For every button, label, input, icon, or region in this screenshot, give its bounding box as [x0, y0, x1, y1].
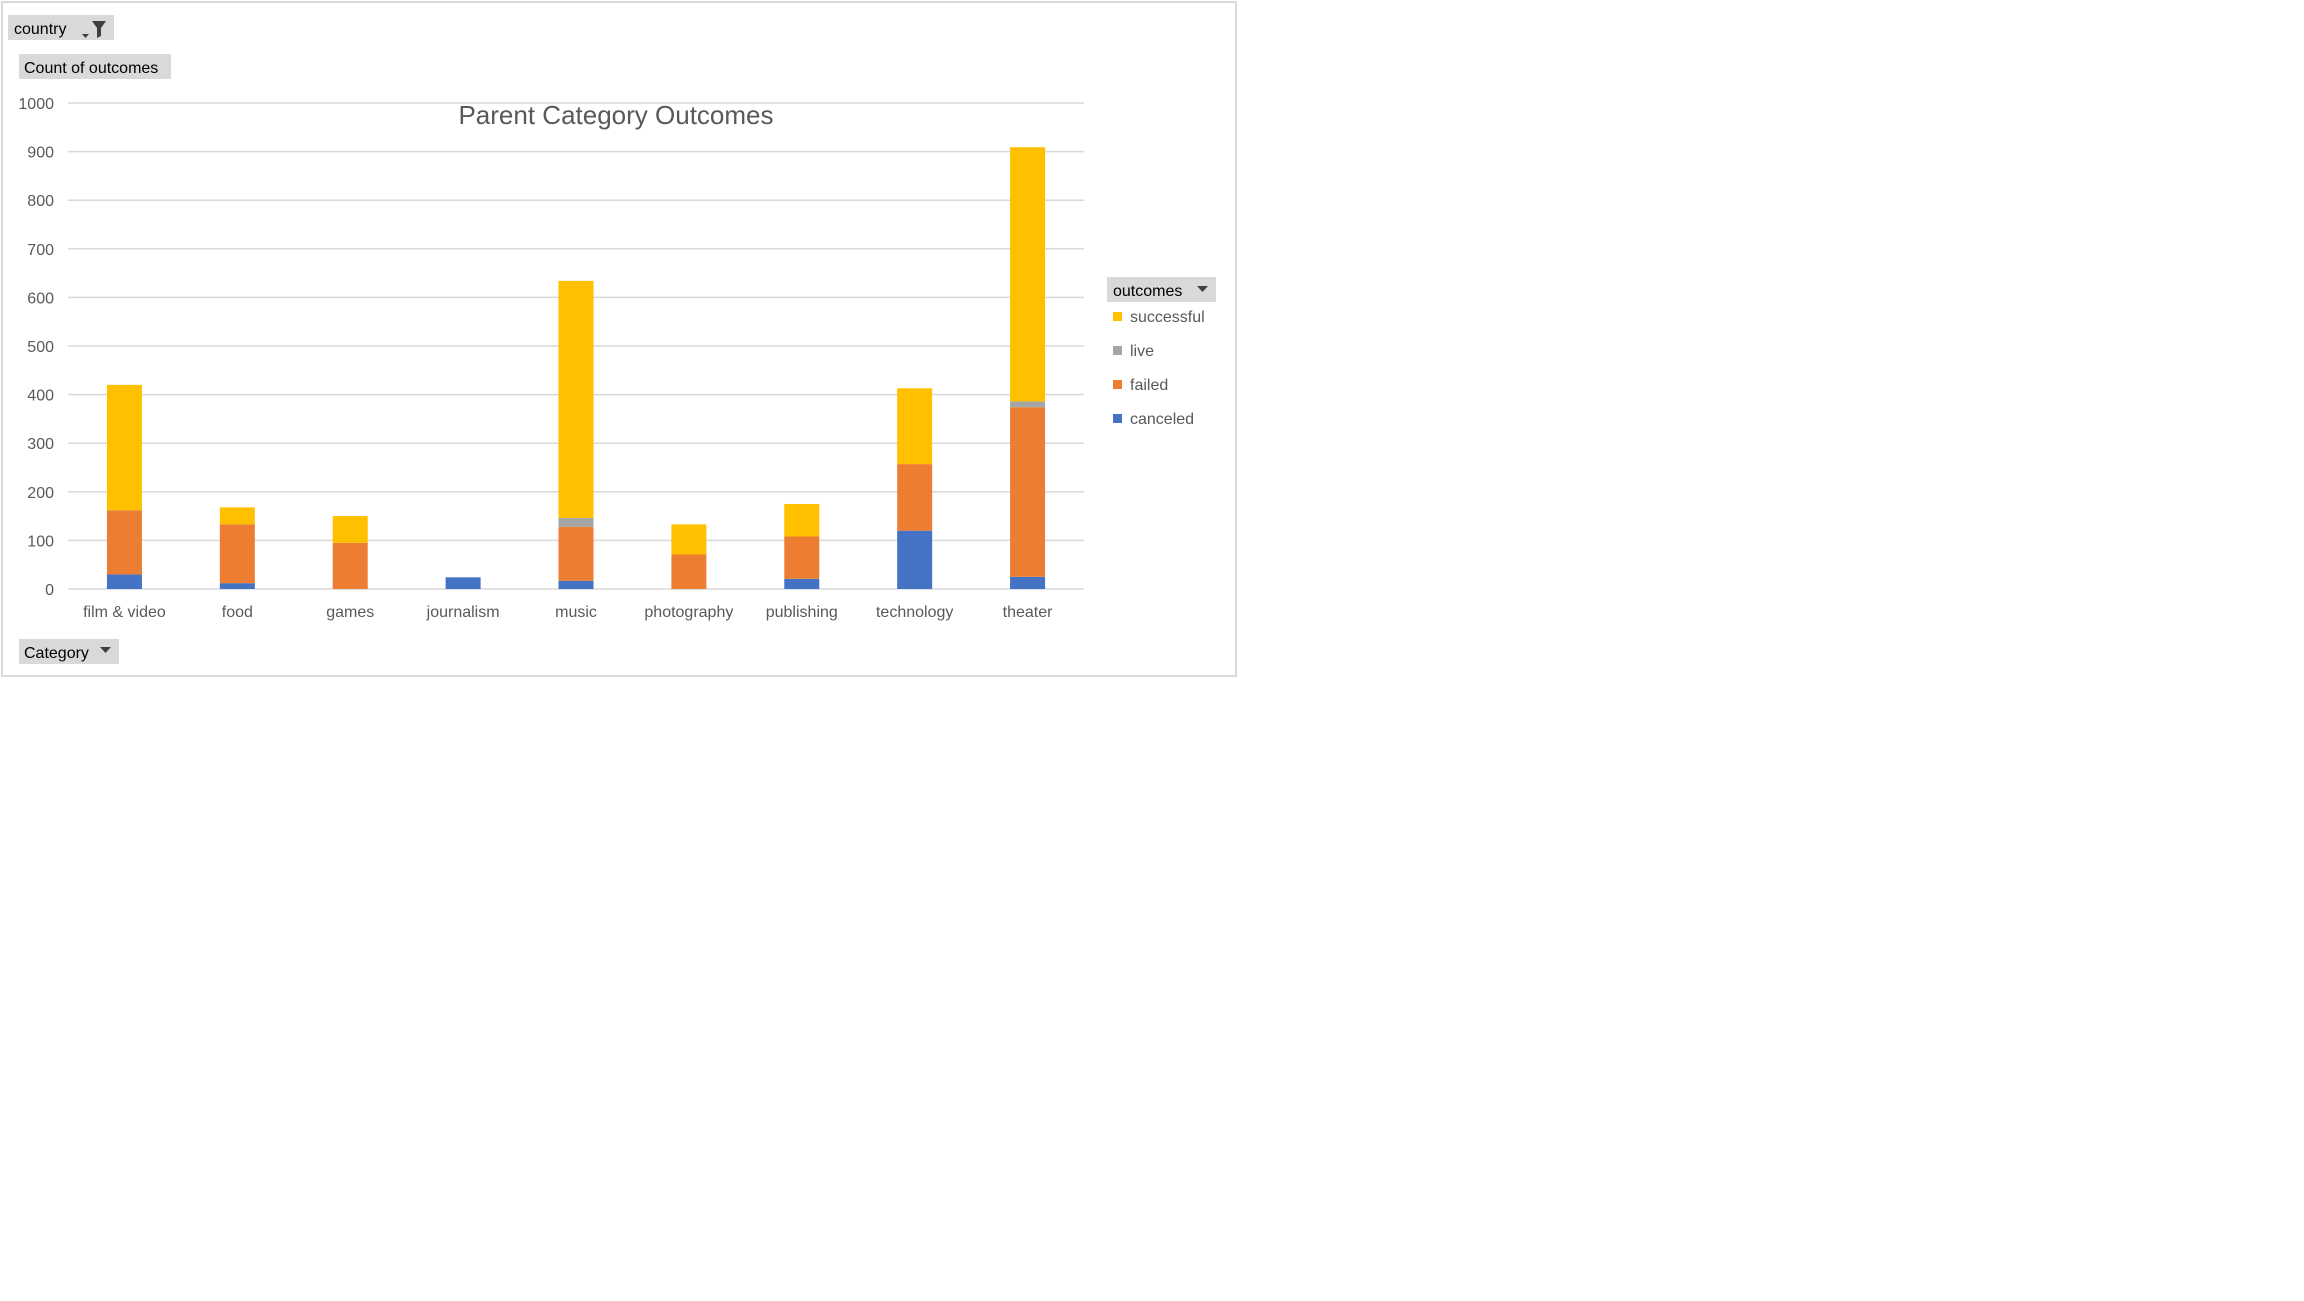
legend-label: successful	[1130, 309, 1205, 326]
country-filter-button[interactable]: country	[8, 15, 114, 40]
outcomes-field-label: outcomes	[1113, 283, 1182, 300]
legend: successful live failed canceled	[1113, 309, 1205, 428]
legend-item-live: live	[1113, 343, 1154, 360]
x-axis-ticks: film & video food games journalism music phot…	[83, 604, 1053, 621]
legend-item-successful: successful	[1113, 309, 1205, 326]
y-tick-label: 700	[27, 242, 54, 259]
y-tick-label: 1000	[18, 96, 54, 113]
bar-failed	[219, 524, 255, 584]
y-tick-label: 500	[27, 339, 54, 356]
legend-swatch	[1113, 312, 1122, 321]
y-tick-label: 400	[27, 388, 54, 405]
country-filter-label: country	[14, 21, 66, 38]
y-tick-label: 200	[27, 485, 54, 502]
x-tick-label: journalism	[426, 604, 500, 621]
y-tick-label: 800	[27, 193, 54, 210]
values-field-label: Count of outcomes	[24, 60, 158, 77]
y-tick-label: 0	[45, 582, 54, 599]
legend-item-failed: failed	[1113, 377, 1168, 394]
bar-canceled	[1010, 576, 1046, 589]
legend-swatch	[1113, 380, 1122, 389]
bar-successful	[332, 516, 368, 543]
y-tick-label: 900	[27, 145, 54, 162]
dropdown-arrow-icon	[100, 647, 111, 653]
bar-failed	[784, 536, 820, 579]
legend-label: failed	[1130, 377, 1168, 394]
x-tick-label: photography	[644, 604, 733, 621]
y-tick-label: 300	[27, 436, 54, 453]
bar-failed	[671, 554, 707, 589]
x-tick-label: music	[555, 604, 597, 621]
x-tick-label: technology	[876, 604, 953, 621]
filter-icon	[82, 21, 106, 38]
bar-successful	[219, 507, 255, 525]
x-tick-label: food	[222, 604, 253, 621]
x-tick-label: theater	[1003, 604, 1053, 621]
legend-item-canceled: canceled	[1113, 411, 1194, 428]
bar-canceled	[106, 574, 142, 589]
bar-live	[558, 518, 594, 527]
outcomes-field-button[interactable]: outcomes	[1107, 277, 1216, 302]
bar-failed	[106, 510, 142, 575]
x-tick-label: games	[326, 604, 374, 621]
bar-successful	[558, 280, 594, 519]
dropdown-arrow-icon	[1197, 286, 1208, 292]
bar-successful	[897, 388, 933, 465]
bar-canceled	[784, 578, 820, 589]
legend-swatch	[1113, 346, 1122, 355]
bars	[106, 147, 1046, 589]
bar-successful	[671, 524, 707, 555]
bar-failed	[1010, 407, 1046, 577]
bar-failed	[897, 464, 933, 531]
legend-label: live	[1130, 343, 1154, 360]
y-tick-label: 100	[27, 533, 54, 550]
bar-canceled	[445, 577, 481, 589]
bar-canceled	[558, 580, 594, 589]
values-field-button[interactable]: Count of outcomes	[19, 54, 171, 79]
chart-title: Parent Category Outcomes	[458, 100, 773, 130]
y-tick-label: 600	[27, 290, 54, 307]
bar-failed	[558, 526, 594, 581]
x-tick-label: publishing	[766, 604, 838, 621]
bar-canceled	[219, 583, 255, 589]
bar-successful	[1010, 147, 1046, 402]
legend-swatch	[1113, 414, 1122, 423]
bar-failed	[332, 542, 368, 589]
bar-live	[1010, 401, 1046, 408]
x-tick-label: film & video	[83, 604, 166, 621]
bar-successful	[106, 384, 142, 511]
y-axis-ticks: 0 100 200 300 400 500 600 700 800 900 1000	[18, 96, 54, 599]
bar-successful	[784, 503, 820, 537]
category-field-button[interactable]: Category	[19, 639, 119, 664]
bar-canceled	[897, 530, 933, 589]
category-field-label: Category	[24, 645, 89, 662]
legend-label: canceled	[1130, 411, 1194, 428]
